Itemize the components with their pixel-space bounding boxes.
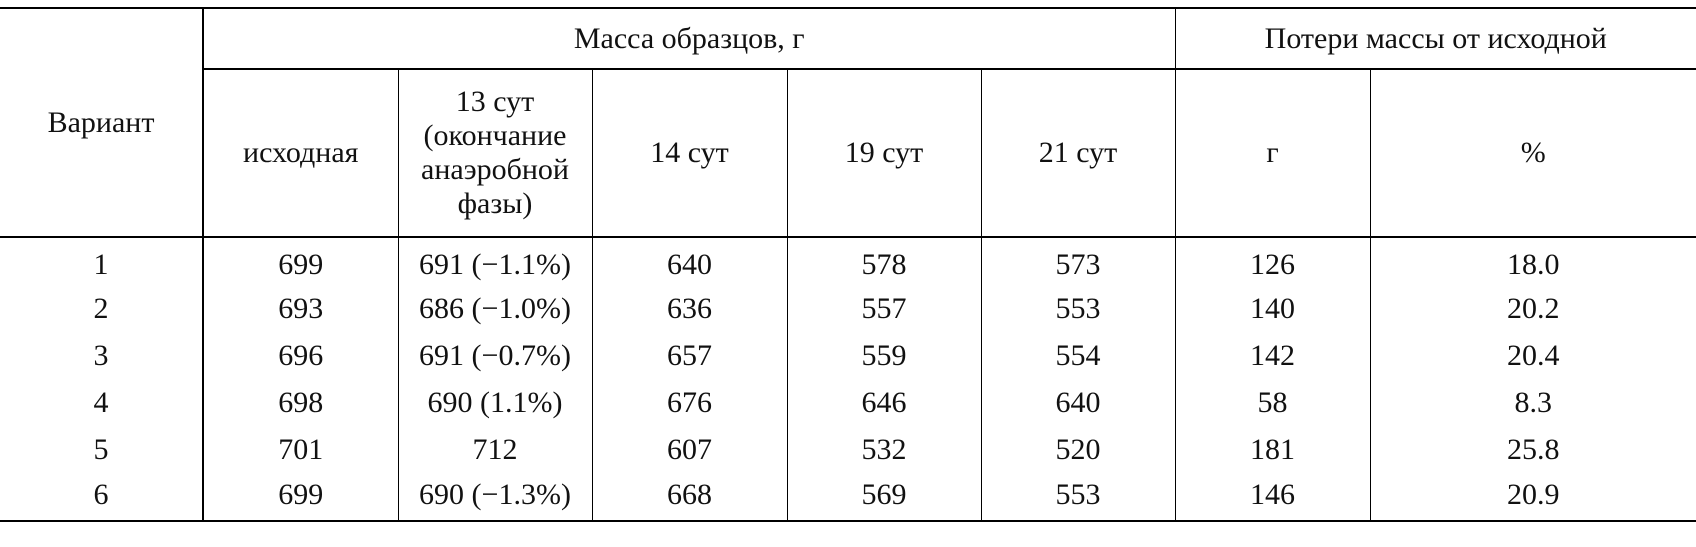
- cell-loss-g: 126: [1174, 237, 1370, 285]
- cell-loss-g: 146: [1174, 473, 1370, 522]
- header-day14: 14 сут: [591, 69, 787, 238]
- cell-variant: 2: [93, 291, 109, 325]
- cell-day13: 712: [397, 426, 592, 473]
- cell-initial: 699: [202, 237, 398, 285]
- table-row: 5 701 712 607 532 520 181 25.8: [0, 426, 1696, 473]
- cell-day19: 559: [786, 332, 981, 379]
- header-day21: 21 сут: [980, 69, 1175, 238]
- cell-day19: 578: [786, 237, 981, 285]
- cell-loss-pct: 25.8: [1369, 426, 1696, 473]
- cell-initial: 698: [202, 379, 398, 426]
- cell-day19: 646: [786, 379, 981, 426]
- mass-loss-table: Вариант Масса образцов, г Потери массы о…: [0, 7, 1696, 522]
- cell-loss-pct: 18.0: [1369, 237, 1696, 285]
- cell-variant: 3: [93, 338, 109, 372]
- cell-day14: 676: [591, 379, 787, 426]
- cell-loss-g: 140: [1174, 285, 1370, 332]
- cell-loss-pct: 8.3: [1369, 379, 1696, 426]
- cell-day19: 569: [786, 473, 981, 522]
- cell-day13: 691 (−1.1%): [397, 237, 592, 285]
- header-loss-group: Потери массы от исходной: [1174, 7, 1696, 70]
- cell-day14: 640: [591, 237, 787, 285]
- header-mass-group: Масса образцов, г: [202, 7, 1175, 70]
- cell-day14: 607: [591, 426, 787, 473]
- table-row: 2 693 686 (−1.0%) 636 557 553 140 20.2: [0, 285, 1696, 332]
- cell-day21: 553: [980, 285, 1175, 332]
- cell-day21: 553: [980, 473, 1175, 522]
- cell-day21: 573: [980, 237, 1175, 285]
- header-day19: 19 сут: [786, 69, 981, 238]
- cell-day13: 690 (−1.3%): [397, 473, 592, 522]
- header-day13-line-1: 13 сут: [455, 85, 535, 118]
- header-variant: Вариант: [0, 7, 203, 238]
- cell-loss-pct: 20.2: [1369, 285, 1696, 332]
- table-row: 4 698 690 (1.1%) 676 646 640 58 8.3: [0, 379, 1696, 426]
- cell-initial: 699: [202, 473, 398, 522]
- cell-initial: 701: [202, 426, 398, 473]
- cell-day14: 668: [591, 473, 787, 522]
- cell-loss-g: 58: [1174, 379, 1370, 426]
- cell-loss-pct: 20.9: [1369, 473, 1696, 522]
- cell-day14: 657: [591, 332, 787, 379]
- header-day13-line-4: фазы): [457, 187, 533, 220]
- header-loss-pct: %: [1369, 69, 1696, 238]
- cell-variant: 6: [0, 473, 203, 522]
- cell-variant: 1: [93, 247, 109, 281]
- cell-day21: 520: [980, 426, 1175, 473]
- header-loss-g: г: [1174, 69, 1370, 238]
- table-row: 3 696 691 (−0.7%) 657 559 554 142 20.4: [0, 332, 1696, 379]
- cell-day13: 690 (1.1%): [397, 379, 592, 426]
- cell-variant: 5: [93, 432, 109, 466]
- header-day13-line-2: (окончание: [423, 119, 567, 152]
- cell-day19: 557: [786, 285, 981, 332]
- header-day13: 13 сут (окончание анаэробной фазы): [397, 69, 592, 238]
- cell-loss-g: 142: [1174, 332, 1370, 379]
- cell-loss-pct: 20.4: [1369, 332, 1696, 379]
- header-initial: исходная: [202, 69, 398, 238]
- cell-variant: 4: [93, 385, 109, 419]
- cell-day13: 691 (−0.7%): [397, 332, 592, 379]
- cell-day21: 640: [980, 379, 1175, 426]
- cell-day19: 532: [786, 426, 981, 473]
- table-row: 6 699 690 (−1.3%) 668 569 553 146 20.9: [0, 473, 1696, 522]
- cell-day21: 554: [980, 332, 1175, 379]
- cell-loss-g: 181: [1174, 426, 1370, 473]
- header-day13-line-3: анаэробной: [421, 153, 569, 186]
- table-row: 1 699 691 (−1.1%) 640 578 573 126 18.0: [0, 237, 1696, 285]
- cell-day14: 636: [591, 285, 787, 332]
- cell-day13: 686 (−1.0%): [397, 285, 592, 332]
- cell-initial: 693: [202, 285, 398, 332]
- table-body: 1 699 691 (−1.1%) 640 578 573 126 18.0 2…: [0, 237, 1696, 522]
- table-header: Вариант Масса образцов, г Потери массы о…: [0, 7, 1696, 238]
- cell-initial: 696: [202, 332, 398, 379]
